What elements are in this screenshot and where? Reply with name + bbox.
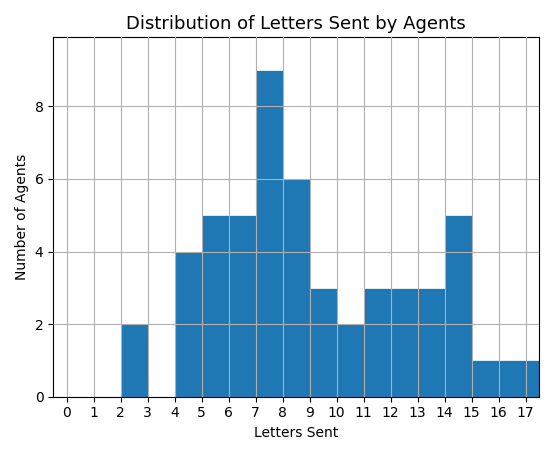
Title: Distribution of Letters Sent by Agents: Distribution of Letters Sent by Agents — [126, 15, 466, 33]
Bar — [202, 215, 229, 397]
Bar — [418, 288, 444, 397]
Bar — [283, 179, 310, 397]
Bar — [499, 360, 526, 397]
Bar — [444, 215, 471, 397]
Y-axis label: Number of Agents: Number of Agents — [15, 154, 29, 280]
Bar — [175, 252, 202, 397]
Bar — [363, 288, 391, 397]
Bar — [471, 360, 499, 397]
Bar — [337, 324, 363, 397]
Bar — [229, 215, 255, 397]
Bar — [121, 324, 147, 397]
Bar — [255, 70, 283, 397]
X-axis label: Letters Sent: Letters Sent — [254, 426, 338, 440]
Bar — [310, 288, 337, 397]
Bar — [391, 288, 418, 397]
Bar — [526, 360, 552, 397]
